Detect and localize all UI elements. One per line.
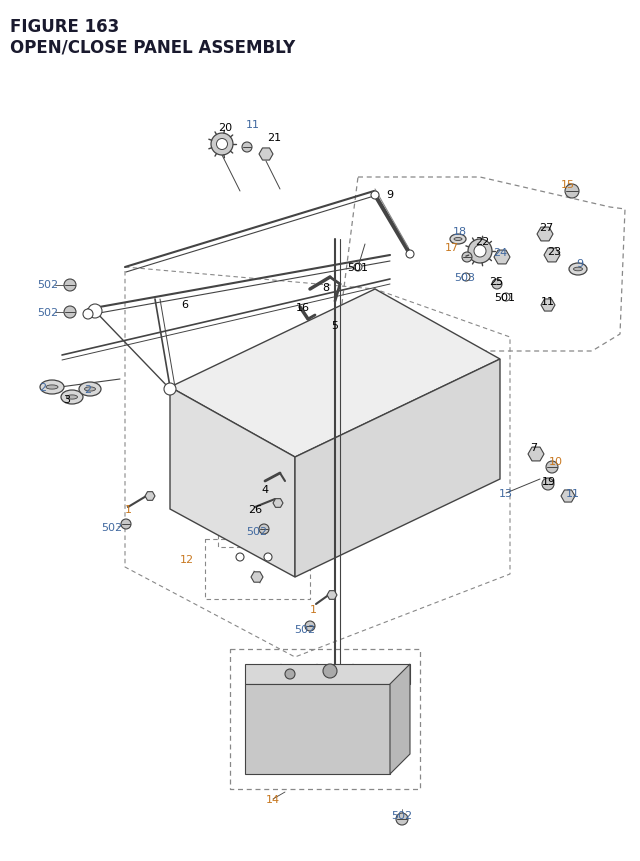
Polygon shape	[561, 491, 575, 503]
Polygon shape	[541, 300, 555, 312]
Text: 16: 16	[296, 303, 310, 313]
Polygon shape	[327, 591, 337, 599]
Text: 11: 11	[246, 120, 260, 130]
Text: 5: 5	[332, 320, 339, 331]
Text: 502: 502	[37, 280, 59, 289]
Circle shape	[542, 479, 554, 491]
Polygon shape	[544, 249, 560, 263]
Text: 22: 22	[475, 237, 489, 247]
Polygon shape	[528, 448, 544, 461]
Polygon shape	[251, 573, 263, 583]
Text: 26: 26	[248, 505, 262, 514]
Text: 18: 18	[453, 226, 467, 237]
Ellipse shape	[79, 382, 101, 397]
Circle shape	[285, 669, 295, 679]
Polygon shape	[390, 664, 410, 774]
Ellipse shape	[454, 238, 462, 241]
Text: 20: 20	[218, 123, 232, 133]
Text: 9: 9	[577, 258, 584, 269]
Text: OPEN/CLOSE PANEL ASSEMBLY: OPEN/CLOSE PANEL ASSEMBLY	[10, 38, 295, 56]
Text: 6: 6	[182, 300, 189, 310]
Polygon shape	[145, 492, 155, 501]
Text: 23: 23	[547, 247, 561, 257]
Text: 11: 11	[566, 488, 580, 499]
Text: 502: 502	[246, 526, 268, 536]
Text: 10: 10	[549, 456, 563, 467]
Text: FIGURE 163: FIGURE 163	[10, 18, 119, 36]
Circle shape	[242, 143, 252, 152]
Circle shape	[396, 813, 408, 825]
Text: 14: 14	[266, 794, 280, 804]
Text: 24: 24	[493, 248, 507, 257]
Circle shape	[546, 461, 558, 474]
Ellipse shape	[40, 381, 64, 394]
Polygon shape	[494, 251, 510, 264]
Circle shape	[462, 253, 472, 263]
Polygon shape	[295, 360, 500, 578]
Polygon shape	[273, 499, 283, 508]
Text: 21: 21	[267, 133, 281, 143]
Circle shape	[83, 310, 93, 319]
Text: 25: 25	[489, 276, 503, 287]
Ellipse shape	[573, 268, 582, 271]
Text: 27: 27	[539, 223, 553, 232]
Text: 1: 1	[310, 604, 317, 614]
Text: 503: 503	[454, 273, 476, 282]
Text: 501: 501	[495, 293, 515, 303]
Circle shape	[565, 185, 579, 199]
Text: 501: 501	[348, 263, 369, 273]
Text: 502: 502	[101, 523, 123, 532]
Polygon shape	[170, 387, 295, 578]
Text: 9: 9	[387, 189, 394, 200]
Circle shape	[121, 519, 131, 530]
Polygon shape	[537, 228, 553, 242]
Text: 8: 8	[323, 282, 330, 293]
Circle shape	[354, 263, 362, 272]
Circle shape	[211, 133, 233, 156]
Ellipse shape	[84, 387, 95, 392]
Circle shape	[323, 664, 337, 678]
Circle shape	[502, 294, 510, 301]
Polygon shape	[245, 684, 390, 774]
Text: 12: 12	[180, 554, 194, 564]
Text: 502: 502	[392, 810, 413, 820]
Circle shape	[216, 139, 227, 151]
Ellipse shape	[67, 395, 77, 400]
Text: 4: 4	[261, 485, 269, 494]
Text: 3: 3	[63, 394, 70, 405]
Text: 17: 17	[445, 243, 459, 253]
Polygon shape	[259, 149, 273, 161]
Circle shape	[371, 192, 379, 200]
Text: 7: 7	[531, 443, 538, 453]
Polygon shape	[170, 289, 500, 457]
Text: 2: 2	[84, 385, 92, 394]
Circle shape	[88, 305, 102, 319]
Ellipse shape	[61, 391, 83, 405]
Circle shape	[492, 280, 502, 289]
Text: 1: 1	[125, 505, 131, 514]
Ellipse shape	[450, 235, 466, 245]
Circle shape	[64, 307, 76, 319]
Text: 13: 13	[499, 488, 513, 499]
Circle shape	[236, 554, 244, 561]
Text: 2: 2	[40, 382, 47, 393]
Text: 15: 15	[561, 180, 575, 189]
Ellipse shape	[46, 386, 58, 390]
Ellipse shape	[569, 263, 587, 276]
Circle shape	[259, 524, 269, 535]
Text: 502: 502	[294, 624, 316, 635]
Text: 502: 502	[37, 307, 59, 318]
Circle shape	[474, 245, 486, 257]
Circle shape	[468, 239, 492, 263]
Text: 11: 11	[541, 297, 555, 307]
Polygon shape	[245, 664, 410, 684]
Text: 19: 19	[542, 476, 556, 486]
Circle shape	[264, 554, 272, 561]
Circle shape	[462, 274, 470, 282]
Circle shape	[64, 280, 76, 292]
Circle shape	[305, 622, 315, 631]
Circle shape	[406, 251, 414, 258]
Circle shape	[164, 383, 176, 395]
